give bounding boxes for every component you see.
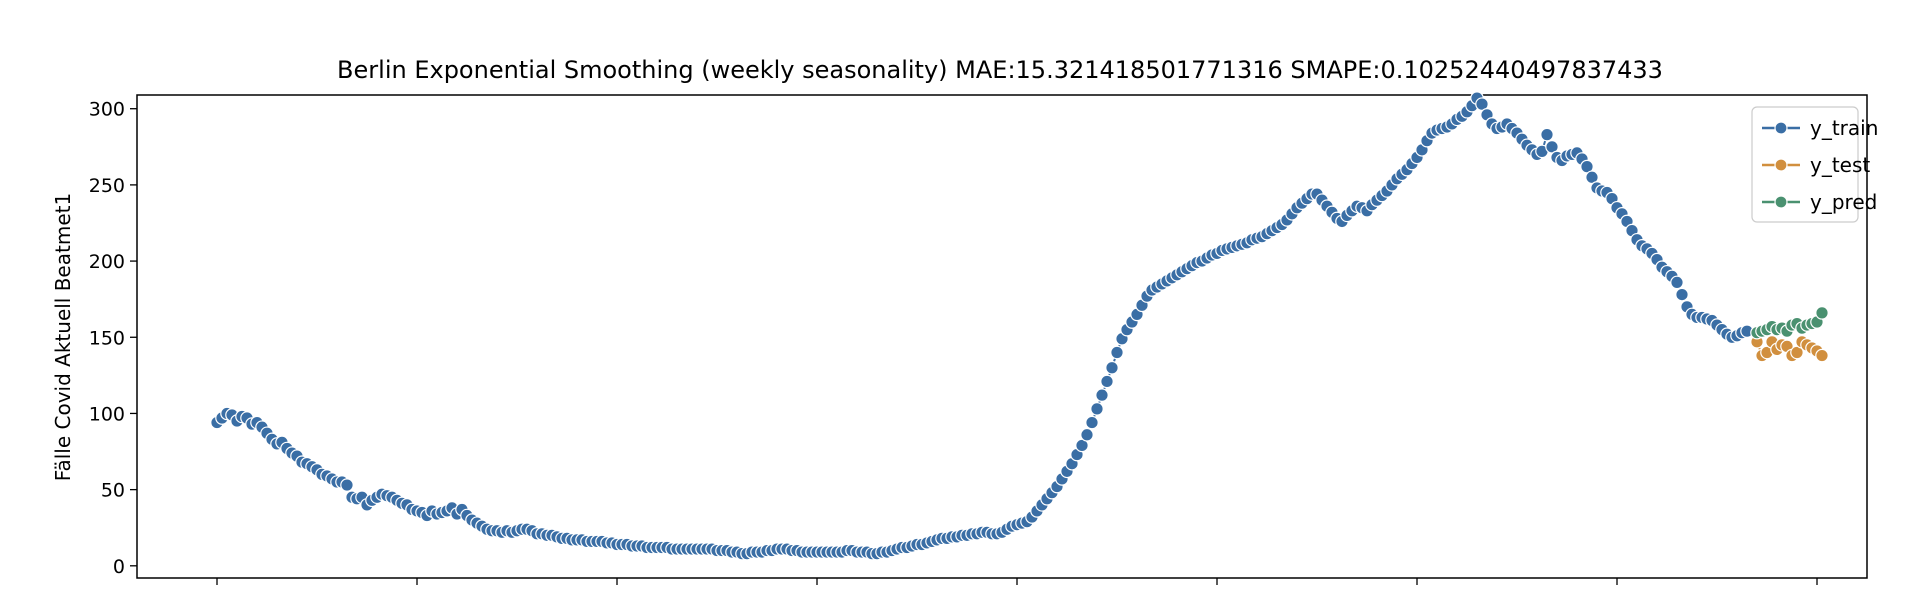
- data-point: [1540, 127, 1554, 142]
- data-point: [1090, 402, 1104, 416]
- series-y-pred: [1750, 306, 1829, 340]
- y-tick-label: 100: [89, 403, 125, 425]
- plot-area: [210, 91, 1829, 561]
- data-point: [340, 478, 354, 492]
- legend-label: y_test: [1810, 153, 1870, 177]
- data-point: [1105, 360, 1119, 375]
- legend-label: y_train: [1810, 116, 1878, 140]
- plot-frame: [136, 94, 1868, 579]
- y-axis-label: Fälle Covid Aktuell Beatmet1: [51, 193, 75, 481]
- data-point: [1670, 275, 1684, 290]
- y-tick-label: 0: [113, 556, 125, 578]
- data-point: [1080, 427, 1094, 442]
- legend-swatch-marker: [1774, 121, 1788, 135]
- legend-item: y_pred: [1762, 190, 1877, 214]
- data-point: [1815, 348, 1829, 363]
- data-point: [1100, 374, 1114, 389]
- series-y-test: [1750, 335, 1829, 363]
- legend-swatch-marker: [1774, 158, 1788, 172]
- legend-swatch-marker: [1774, 195, 1788, 209]
- data-point: [1815, 306, 1829, 320]
- y-tick-label: 150: [89, 327, 125, 349]
- legend-item: y_test: [1762, 153, 1870, 177]
- data-point: [1095, 388, 1109, 402]
- data-point: [1085, 415, 1099, 430]
- data-point: [1110, 345, 1124, 360]
- data-point: [1675, 287, 1689, 302]
- y-tick-label: 200: [89, 251, 125, 273]
- y-axis: 0 50 100 150 200 250 300: [89, 99, 137, 578]
- legend: y_train y_test y_pred: [1751, 106, 1878, 223]
- legend-box: [1751, 106, 1859, 223]
- legend-label: y_pred: [1810, 190, 1877, 214]
- y-tick-label: 50: [101, 480, 125, 502]
- series-line: [216, 96, 1748, 555]
- chart-title: Berlin Exponential Smoothing (weekly sea…: [337, 56, 1663, 84]
- y-tick-label: 250: [89, 175, 125, 197]
- y-tick-label: 300: [89, 99, 125, 121]
- legend-item: y_train: [1762, 116, 1878, 140]
- series-y-train: [210, 91, 1754, 561]
- x-axis: [216, 578, 1818, 585]
